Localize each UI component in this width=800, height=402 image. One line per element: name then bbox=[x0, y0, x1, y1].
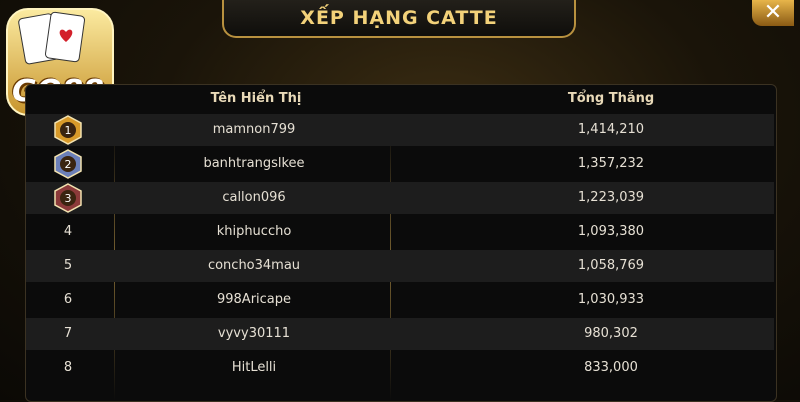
player-name: concho34mau bbox=[207, 258, 301, 273]
column-header: Tên Hiển Thị bbox=[210, 91, 302, 106]
rank-number: 2 bbox=[65, 158, 72, 171]
player-name: vyvy30111 bbox=[217, 326, 291, 341]
total-win: 1,357,232 bbox=[577, 156, 645, 171]
player-name: 998Aricape bbox=[216, 292, 292, 307]
total-win: 980,302 bbox=[584, 326, 638, 341]
player-name: HitLelli bbox=[231, 360, 277, 375]
row: 1 mamnon799 1,414,210 bbox=[26, 114, 774, 146]
rank-number: 1 bbox=[65, 124, 72, 137]
row: 2 banhtrangslkee 1,357,232 bbox=[26, 148, 774, 180]
rank-medal: 3 bbox=[54, 183, 82, 213]
rank-number: 6 bbox=[63, 292, 73, 307]
rank-number: 4 bbox=[63, 224, 73, 239]
row: 8 HitLelli 833,000 bbox=[26, 352, 774, 384]
medal-core bbox=[60, 122, 76, 138]
rank-number: 5 bbox=[63, 258, 73, 273]
medal-core bbox=[60, 156, 76, 172]
player-name: mamnon799 bbox=[212, 122, 296, 137]
rank-number: 3 bbox=[65, 192, 72, 205]
player-name: banhtrangslkee bbox=[203, 156, 305, 171]
title-banner: XẾP HẠNG CATTE bbox=[222, 0, 576, 38]
total-win: 833,000 bbox=[584, 360, 638, 375]
total-win: 1,058,769 bbox=[577, 258, 645, 273]
close-button[interactable]: ✕ bbox=[752, 0, 794, 26]
row: 7 vyvy30111 980,302 bbox=[26, 318, 774, 350]
rank-medal: 2 bbox=[54, 149, 82, 179]
logo-cards bbox=[18, 11, 86, 65]
total-win: 1,093,380 bbox=[577, 224, 645, 239]
row: 6 998Aricape 1,030,933 bbox=[26, 284, 774, 316]
column-header: Tổng Thắng bbox=[567, 91, 655, 106]
title: XẾP HẠNG CATTE bbox=[300, 7, 498, 29]
rank-number: 8 bbox=[63, 360, 73, 375]
leaderboard: Tên Hiển Thị Tổng Thắng 1 mamnon799 1,414,… bbox=[25, 84, 777, 402]
row: 5 concho34mau 1,058,769 bbox=[26, 250, 774, 282]
medal-core bbox=[60, 190, 76, 206]
total-win: 1,414,210 bbox=[577, 122, 645, 137]
row: 4 khiphuccho 1,093,380 bbox=[26, 216, 774, 248]
rank-number: 7 bbox=[63, 326, 73, 341]
player-name: khiphuccho bbox=[216, 224, 292, 239]
total-win: 1,223,039 bbox=[577, 190, 645, 205]
rank-medal: 1 bbox=[54, 115, 82, 145]
total-win: 1,030,933 bbox=[577, 292, 645, 307]
row: 3 callon096 1,223,039 bbox=[26, 182, 774, 214]
player-name: callon096 bbox=[222, 190, 286, 205]
